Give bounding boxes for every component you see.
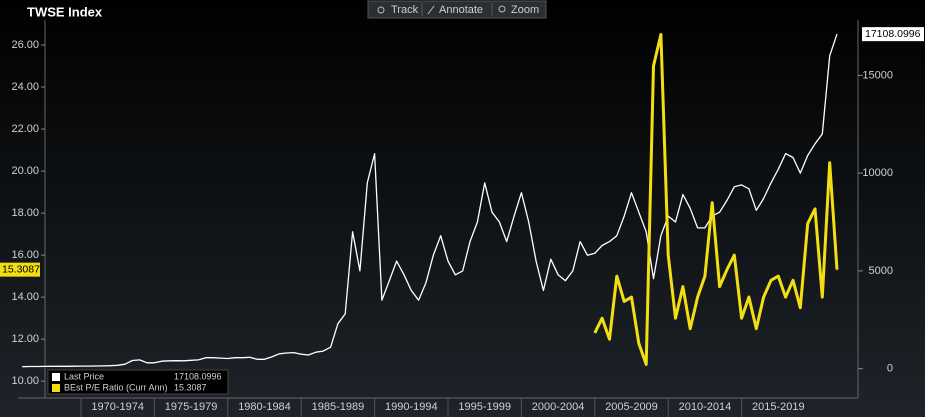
y-tick-label: 18.00	[11, 207, 39, 219]
last-value-label: 17108.0996	[865, 28, 921, 40]
y2-tick-label: 5000	[869, 265, 893, 277]
x-tick-label: 1990-1994	[385, 401, 438, 413]
last-value-tag	[862, 27, 924, 42]
track-icon	[377, 6, 385, 14]
y2-tick-label: 0	[887, 363, 893, 375]
y-tick-label: 22.00	[11, 123, 39, 135]
legend-value: 15.3087	[174, 382, 207, 392]
toolbar-button[interactable]: Zoom	[511, 4, 539, 16]
annotate-icon	[427, 5, 435, 15]
legend-swatch	[52, 373, 60, 381]
toolbar-button[interactable]: Annotate	[439, 4, 483, 16]
y-tick-label: 10.00	[11, 375, 39, 387]
chart-title: TWSE Index	[27, 4, 103, 19]
x-tick-label: 2010-2014	[679, 401, 732, 413]
y-tick-label: 20.00	[11, 165, 39, 177]
x-tick-label: 2015-2019	[752, 401, 805, 413]
x-tick-label: 1985-1989	[312, 401, 365, 413]
legend-value: 17108.0996	[174, 371, 222, 381]
legend-label: Last Price	[64, 371, 104, 381]
y-tick-label: 12.00	[11, 333, 39, 345]
x-tick-label: 2005-2009	[605, 401, 658, 413]
y2-tick-label: 15000	[862, 69, 893, 81]
legend: Last Price 17108.0996 BEst P/E Ratio (Curr…	[47, 369, 229, 395]
y-tick-label: 14.00	[11, 291, 39, 303]
toolbar-frame	[367, 0, 547, 19]
toolbar-button[interactable]: Track	[391, 4, 419, 16]
legend-frame	[47, 369, 229, 395]
last-value-label: 15.3087	[2, 263, 40, 275]
toolbar: Track Annotate Zoom	[367, 0, 547, 19]
legend-swatch	[52, 384, 60, 392]
x-tick-label: 1995-1999	[458, 401, 511, 413]
x-tick-label: 1970-1974	[91, 401, 144, 413]
series-line	[22, 33, 838, 368]
x-tick-label: 1975-1979	[165, 401, 218, 413]
last-value-tag	[0, 262, 40, 277]
legend-label: BEst P/E Ratio (Curr Ann)	[64, 382, 168, 392]
zoom-icon	[498, 5, 506, 13]
x-tick-label: 2000-2004	[532, 401, 585, 413]
series-line	[593, 33, 839, 366]
y-tick-label: 24.00	[11, 81, 39, 93]
y2-tick-label: 10000	[862, 167, 893, 179]
x-tick-label: 1980-1984	[238, 401, 291, 413]
y-tick-label: 16.00	[11, 249, 39, 261]
y-tick-label: 26.00	[11, 39, 39, 51]
